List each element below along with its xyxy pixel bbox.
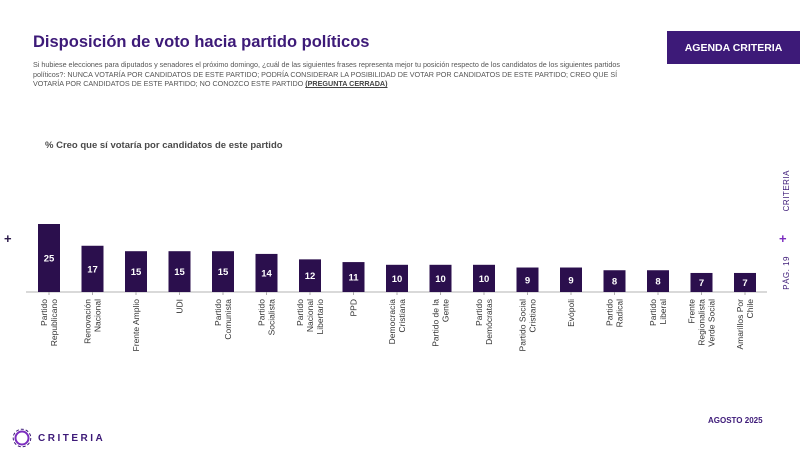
data-label: 25 bbox=[44, 254, 55, 265]
data-label: 8 bbox=[655, 277, 660, 288]
category-label: Amarillos PorChile bbox=[735, 299, 755, 350]
category-label-line: Verde Social bbox=[707, 299, 717, 347]
category-label: PartidoLiberal bbox=[648, 299, 668, 326]
category-label: PartidoSocialista bbox=[257, 299, 277, 336]
category-label-line: Partido bbox=[474, 299, 484, 326]
bar bbox=[255, 253, 278, 292]
data-label: 9 bbox=[568, 275, 573, 286]
page-title: Disposición de voto hacia partido políti… bbox=[33, 33, 370, 51]
data-label: 12 bbox=[305, 271, 316, 282]
category-label-line: Nacional bbox=[305, 299, 315, 332]
bar bbox=[516, 267, 539, 292]
question-text: Si hubiese elecciones para diputados y s… bbox=[33, 60, 633, 89]
category-label-line: Nacional bbox=[93, 299, 103, 332]
category-label-line: Socialista bbox=[267, 299, 277, 336]
category-label-line: Cristiano bbox=[528, 299, 538, 333]
category-label: Frente Amplio bbox=[131, 299, 141, 352]
data-label: 10 bbox=[435, 274, 446, 285]
data-label: 14 bbox=[261, 268, 272, 279]
category-label-line: Partido bbox=[39, 299, 49, 326]
chart-title: % Creo que sí votaría por candidatos de … bbox=[45, 140, 283, 151]
category-label: Partido de laGente bbox=[431, 299, 451, 347]
data-label: 10 bbox=[392, 274, 403, 285]
criteria-logo-icon bbox=[12, 428, 32, 448]
bar bbox=[125, 251, 147, 292]
category-label-line: Libertario bbox=[315, 299, 325, 335]
category-label-line: Cristiana bbox=[397, 299, 407, 333]
logo-text: CRITERIA bbox=[38, 432, 106, 444]
data-label: 9 bbox=[525, 275, 530, 286]
plus-icon-right: + bbox=[779, 231, 787, 246]
data-label: 15 bbox=[218, 267, 229, 278]
category-label-line: Comunista bbox=[223, 299, 233, 340]
category-label: PartidoNacionalLibertario bbox=[295, 299, 325, 335]
footer-date: AGOSTO 2025 bbox=[708, 416, 763, 425]
category-label-line: Renovación bbox=[83, 299, 93, 344]
category-label-line: UDI bbox=[175, 299, 185, 314]
category-label-line: Demócratas bbox=[484, 299, 494, 345]
category-label: PPD bbox=[349, 299, 359, 316]
category-label: Evópoli bbox=[566, 299, 576, 327]
bar bbox=[690, 272, 713, 292]
criteria-logo: CRITERIA bbox=[12, 428, 105, 448]
category-label: DemocraciaCristiana bbox=[387, 299, 407, 345]
bar bbox=[734, 272, 756, 292]
bar bbox=[603, 270, 626, 292]
category-label-line: Partido bbox=[295, 299, 305, 326]
category-label: PartidoComunista bbox=[213, 299, 233, 340]
category-label-line: Democracia bbox=[387, 299, 397, 345]
category-label: PartidoRepublicano bbox=[39, 299, 59, 347]
bar bbox=[473, 264, 495, 292]
category-label-line: Amarillos Por bbox=[735, 299, 745, 350]
category-label-line: Frente bbox=[687, 299, 697, 324]
bar bbox=[168, 251, 191, 292]
bar bbox=[38, 224, 60, 292]
question-tag: (PREGUNTA CERRADA) bbox=[305, 79, 388, 89]
category-label-line: Frente Amplio bbox=[131, 299, 141, 352]
category-label-line: Republicano bbox=[49, 299, 59, 347]
agenda-criteria-banner: AGENDA CRITERIA bbox=[667, 31, 800, 64]
data-label: 15 bbox=[174, 267, 185, 278]
category-label-line: Partido bbox=[605, 299, 615, 326]
data-label: 10 bbox=[479, 274, 490, 285]
category-label-line: Partido de la bbox=[431, 299, 441, 347]
category-label: PartidoRadical bbox=[605, 299, 625, 328]
data-label: 11 bbox=[348, 273, 359, 284]
category-label-line: Chile bbox=[745, 299, 755, 319]
category-label-line: Evópoli bbox=[566, 299, 576, 327]
category-label: FrenteRegionalistaVerde Social bbox=[687, 299, 717, 347]
category-label-line: Regionalista bbox=[697, 299, 707, 346]
category-label-line: Partido Social bbox=[518, 299, 528, 352]
category-label-line: Partido bbox=[213, 299, 223, 326]
data-label: 8 bbox=[612, 277, 617, 288]
plus-icon-left: + bbox=[4, 231, 12, 246]
data-label: 7 bbox=[742, 278, 747, 289]
bar bbox=[212, 251, 234, 292]
category-label-line: Gente bbox=[441, 299, 451, 322]
bar bbox=[81, 245, 104, 292]
bar bbox=[299, 259, 321, 292]
category-label-line: Liberal bbox=[658, 299, 668, 325]
data-label: 7 bbox=[699, 278, 704, 289]
question-body: Si hubiese elecciones para diputados y s… bbox=[33, 60, 620, 89]
data-label: 17 bbox=[87, 264, 98, 275]
bar bbox=[386, 264, 408, 292]
category-label-line: Radical bbox=[615, 299, 625, 327]
category-label: RenovaciónNacional bbox=[83, 299, 103, 344]
data-label: 15 bbox=[131, 267, 142, 278]
bar bbox=[560, 267, 582, 292]
bar bbox=[647, 270, 669, 292]
category-label-line: Partido bbox=[257, 299, 267, 326]
bar bbox=[429, 264, 452, 292]
category-label: UDI bbox=[175, 299, 185, 314]
category-label-line: PPD bbox=[349, 299, 359, 316]
category-label: Partido SocialCristiano bbox=[518, 299, 538, 352]
category-label-line: Partido bbox=[648, 299, 658, 326]
category-label: PartidoDemócratas bbox=[474, 299, 494, 345]
bar bbox=[342, 262, 365, 292]
